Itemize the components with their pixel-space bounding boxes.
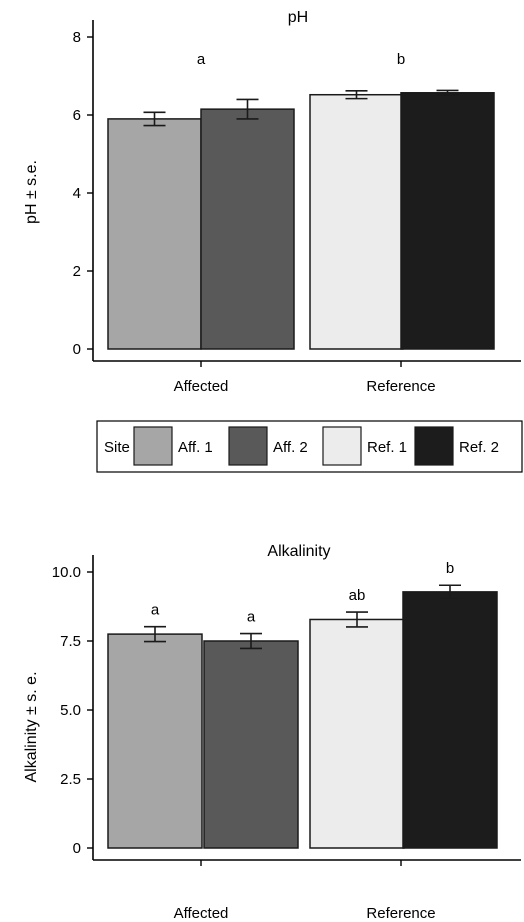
legend-item-aff-1: Aff. 1 — [133, 426, 213, 466]
legend-item-aff-2: Aff. 2 — [228, 426, 308, 466]
ph-x-tick-label: Reference — [366, 378, 435, 395]
ph-y-tick-label: 4 — [73, 185, 81, 202]
alkalinity-x-tick-label: Affected — [174, 905, 229, 922]
alkalinity-y-tick-label: 5.0 — [60, 702, 81, 719]
ph-axes: 0 2 4 6 8 Affected Reference — [73, 20, 521, 395]
legend-key-ref-2 — [414, 426, 454, 466]
legend-item-ref-1: Ref. 1 — [322, 426, 407, 466]
ph-y-axis-label: pH ± s.e. — [23, 160, 40, 224]
legend-label-ref-1: Ref. 1 — [367, 439, 407, 456]
alkalinity-y-tick-label: 2.5 — [60, 771, 81, 788]
ph-x-tick-label: Affected — [174, 378, 229, 395]
alkalinity-x-tick-label: Reference — [366, 905, 435, 922]
legend-key-ref-1 — [322, 426, 362, 466]
alkalinity-bar-ref-1 — [309, 618, 405, 849]
legend-label-aff-2: Aff. 2 — [273, 439, 308, 456]
legend-title: Site — [104, 439, 130, 456]
ph-y-tick-label: 0 — [73, 341, 81, 358]
alkalinity-bar-ref-2 — [402, 591, 498, 849]
legend: Site Aff. 1 Aff. 2 Ref. 1 Ref. 2 — [96, 420, 523, 473]
ph-y-tick-label: 6 — [73, 107, 81, 124]
ph-bar-ref-2 — [400, 92, 495, 350]
ph-bar-aff-2 — [200, 108, 295, 350]
legend-key-aff-1 — [133, 426, 173, 466]
ph-chart-title: pH — [288, 9, 308, 26]
ph-bar-ref-1 — [309, 93, 404, 350]
alkalinity-significance-label: b — [446, 560, 454, 577]
ph-y-tick-label: 2 — [73, 263, 81, 280]
alkalinity-bar-aff-2 — [203, 640, 299, 849]
alkalinity-axes: 0 2.5 5.0 7.5 10.0 Affected Reference — [52, 555, 521, 922]
alkalinity-chart-title: Alkalinity — [267, 543, 330, 560]
alkalinity-y-tick-label: 0 — [73, 840, 81, 857]
ph-bars — [107, 92, 495, 350]
alkalinity-annotations: a a ab b — [144, 560, 461, 650]
alkalinity-bar-aff-1 — [107, 633, 203, 849]
alkalinity-chart-panel: Alkalinity Alkalinity ± s. e. 0 2.5 5.0 7.5… — [23, 543, 521, 922]
alkalinity-y-axis-label: Alkalinity ± s. e. — [23, 671, 40, 782]
legend-label-ref-2: Ref. 2 — [459, 439, 499, 456]
ph-y-tick-label: 8 — [73, 29, 81, 46]
alkalinity-y-tick-label: 10.0 — [52, 564, 81, 581]
alkalinity-significance-label: a — [151, 602, 160, 619]
legend-item-ref-2: Ref. 2 — [414, 426, 499, 466]
legend-key-aff-2 — [228, 426, 268, 466]
alkalinity-bars — [107, 591, 498, 849]
ph-bar-aff-1 — [107, 118, 202, 350]
alkalinity-significance-label: a — [247, 609, 256, 626]
alkalinity-significance-label: ab — [349, 587, 366, 604]
alkalinity-y-tick-label: 7.5 — [60, 633, 81, 650]
ph-significance-label: a — [197, 51, 206, 68]
legend-label-aff-1: Aff. 1 — [178, 439, 213, 456]
ph-significance-label: b — [397, 51, 405, 68]
